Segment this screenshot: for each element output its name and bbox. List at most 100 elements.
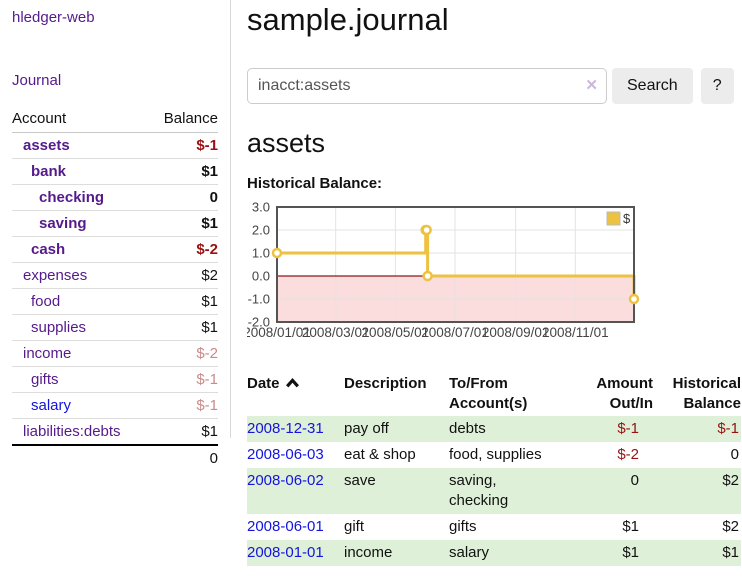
account-balance-salary: $-1 [149,392,218,419]
account-row: salary $-1 [12,392,218,419]
transaction-accounts: salary [449,544,490,561]
account-row: income $-2 [12,340,218,367]
register-header-balance: Historical Balance [672,375,741,412]
account-row: saving $1 [12,210,218,237]
transaction-balance: $-1 [717,420,739,437]
register-header-accounts: To/From Account(s) [449,375,528,412]
account-link-income[interactable]: income [23,345,72,362]
main-content: sample.journal ✕ Search ? assets Histori… [231,0,742,566]
account-link-gifts[interactable]: gifts [31,371,59,388]
transaction-description: save [344,472,376,489]
register-row: 2008-12-31 pay off debts $-1 $-1 [247,416,741,442]
balance-chart-svg: $3.0 2.0 1.0 0.0 -1.0 -2.02008/01/012008/03/0… [243,200,640,340]
accounts-total-value: 0 [149,444,218,471]
account-balance-saving: $1 [149,210,218,237]
svg-text:-1.0: -1.0 [248,292,270,307]
account-balance-expenses: $2 [149,262,218,289]
register-table: Date Description To/From Account(s) Amou… [247,372,741,566]
account-link-supplies[interactable]: supplies [31,319,87,336]
account-balance-checking: 0 [149,184,218,211]
account-balance-income: $-2 [149,340,218,367]
transaction-accounts: food, supplies [449,446,542,463]
accounts-header-row: Account Balance [12,106,218,133]
account-row: cash $-2 [12,236,218,263]
account-heading: assets [247,128,326,158]
transaction-date-link[interactable]: 2008-06-02 [247,472,324,489]
transaction-balance: 0 [730,446,739,463]
account-balance-assets: $-1 [196,137,218,154]
account-link-food[interactable]: food [31,293,61,310]
account-row: checking 0 [12,184,218,211]
accounts-header-account: Account [12,106,150,133]
transaction-accounts: saving, checking [449,472,509,509]
hledger-web-app: hledger-web Journal Account Balance asse… [0,0,742,566]
transaction-date-link[interactable]: 2008-06-03 [247,446,324,463]
account-row: supplies $1 [12,314,218,341]
transaction-date-link[interactable]: 2008-01-01 [247,544,324,561]
svg-text:$: $ [623,211,631,226]
svg-text:0.0: 0.0 [252,269,270,284]
svg-text:2008/01/01: 2008/01/01 [247,325,311,340]
svg-text:2008/07/01: 2008/07/01 [421,325,489,340]
transaction-description: income [344,544,393,561]
register-row: 2008-01-01 income salary $1 $1 [247,540,741,566]
svg-text:2008/11/01: 2008/11/01 [542,325,609,340]
account-link-expenses[interactable]: expenses [23,267,88,284]
register-header-row: Date Description To/From Account(s) Amou… [247,372,741,416]
help-button[interactable]: ? [700,68,734,104]
transaction-amount: $-1 [617,420,639,437]
transaction-description: pay off [344,420,389,437]
account-link-checking[interactable]: checking [39,189,105,206]
transaction-date-link[interactable]: 2008-12-31 [247,420,324,437]
sidebar: hledger-web Journal Account Balance asse… [0,0,231,566]
historical-balance-chart: $3.0 2.0 1.0 0.0 -1.0 -2.0 2008/01/01 2008/03/0… [243,200,741,348]
sort-ascending-icon [285,374,299,394]
account-link-bank[interactable]: bank [31,163,67,180]
register-header-amount: Amount Out/In [596,375,653,412]
account-row: expenses $2 [12,262,218,289]
account-balance-liabilities-debts: $1 [149,418,218,445]
account-row: assets $-1 [12,133,218,159]
register-header-date-label: Date [247,375,280,392]
search-field-wrap: ✕ [247,68,607,104]
svg-text:2008/05/01: 2008/05/01 [362,325,430,340]
account-row: bank $1 [12,158,218,185]
register-header-description: Description [344,375,427,392]
transaction-accounts: debts [449,420,486,437]
register-row: 2008-06-03 eat & shop food, supplies $-2… [247,442,741,468]
accounts-total-row: 0 [12,444,218,471]
app-title-link[interactable]: hledger-web [12,9,95,26]
account-balance-cash: $-2 [149,236,218,263]
svg-text:1.0: 1.0 [252,246,270,261]
account-link-cash[interactable]: cash [31,241,66,258]
account-row: gifts $-1 [12,366,218,393]
account-link-salary[interactable]: salary [31,397,72,414]
account-link-saving[interactable]: saving [39,215,87,232]
account-balance-supplies: $1 [149,314,218,341]
transaction-amount: 0 [630,472,639,489]
transaction-amount: $1 [622,518,639,535]
transaction-amount: $1 [622,544,639,561]
nav-journal-link[interactable]: Journal [12,72,62,89]
svg-text:2008/09/01: 2008/09/01 [482,325,550,340]
search-button[interactable]: Search [612,68,693,104]
svg-text:-2.0: -2.0 [248,315,270,330]
transaction-date-link[interactable]: 2008-06-01 [247,518,324,535]
svg-text:3.0: 3.0 [252,201,270,215]
svg-text:2.0: 2.0 [252,223,270,238]
search-form: ✕ Search ? [247,68,741,104]
svg-text:2008/03/01: 2008/03/01 [302,325,370,340]
account-row: liabilities:debts $1 [12,418,218,445]
chart-title: Historical Balance: [247,175,383,192]
transaction-balance: $1 [722,544,739,561]
account-link-liabilities-debts[interactable]: liabilities:debts [23,423,121,440]
search-input[interactable] [247,68,607,104]
account-link-assets[interactable]: assets [23,137,70,154]
account-balance-food: $1 [149,288,218,315]
clear-search-icon[interactable]: ✕ [585,77,598,94]
page-title: sample.journal [247,2,449,37]
register-header-date[interactable]: Date [247,372,344,416]
account-row: food $1 [12,288,218,315]
transaction-balance: $2 [722,472,739,489]
register-row: 2008-06-02 save saving, checking 0 $2 [247,468,741,514]
